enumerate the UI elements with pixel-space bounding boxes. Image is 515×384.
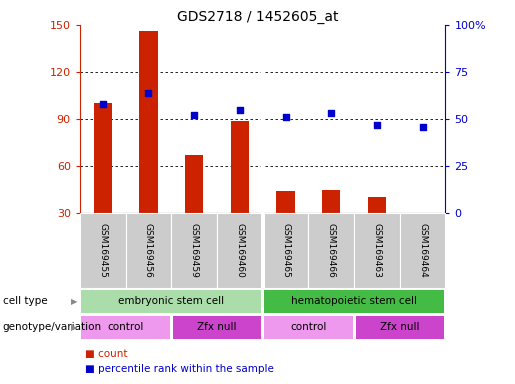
Bar (414, 213, 432, 216)
Text: GSM169456: GSM169456 (144, 223, 153, 278)
Text: embryonic stem cell: embryonic stem cell (118, 296, 225, 306)
Text: Zfx null: Zfx null (197, 322, 237, 332)
Text: ■ count: ■ count (85, 349, 128, 359)
Text: Zfx null: Zfx null (380, 322, 420, 332)
Text: GSM169455: GSM169455 (98, 223, 107, 278)
Text: GSM169463: GSM169463 (372, 223, 382, 278)
Point (190, 112, 198, 118)
Point (327, 110, 335, 116)
Text: genotype/variation: genotype/variation (3, 322, 101, 332)
Text: GDS2718 / 1452605_at: GDS2718 / 1452605_at (177, 10, 338, 23)
Text: GSM169466: GSM169466 (327, 223, 336, 278)
Bar (139, 31, 158, 213)
Text: GSM169465: GSM169465 (281, 223, 290, 278)
Point (419, 124, 427, 130)
Bar (185, 155, 203, 213)
Point (98, 101, 107, 107)
Text: cell type: cell type (3, 296, 47, 306)
Text: GSM169464: GSM169464 (418, 223, 427, 278)
Text: control: control (107, 322, 144, 332)
Point (281, 114, 289, 120)
Text: ■ percentile rank within the sample: ■ percentile rank within the sample (85, 364, 274, 374)
Point (144, 89, 152, 96)
Point (236, 106, 244, 113)
Text: ▶: ▶ (71, 323, 77, 332)
Text: ▶: ▶ (71, 296, 77, 306)
Text: GSM169459: GSM169459 (190, 223, 199, 278)
Text: hematopoietic stem cell: hematopoietic stem cell (291, 296, 417, 306)
Bar (94, 103, 112, 213)
Bar (277, 191, 295, 213)
Text: GSM169460: GSM169460 (235, 223, 244, 278)
Bar (231, 121, 249, 213)
Bar (368, 197, 386, 213)
Point (373, 122, 381, 128)
Text: control: control (290, 322, 327, 332)
Bar (322, 190, 340, 213)
